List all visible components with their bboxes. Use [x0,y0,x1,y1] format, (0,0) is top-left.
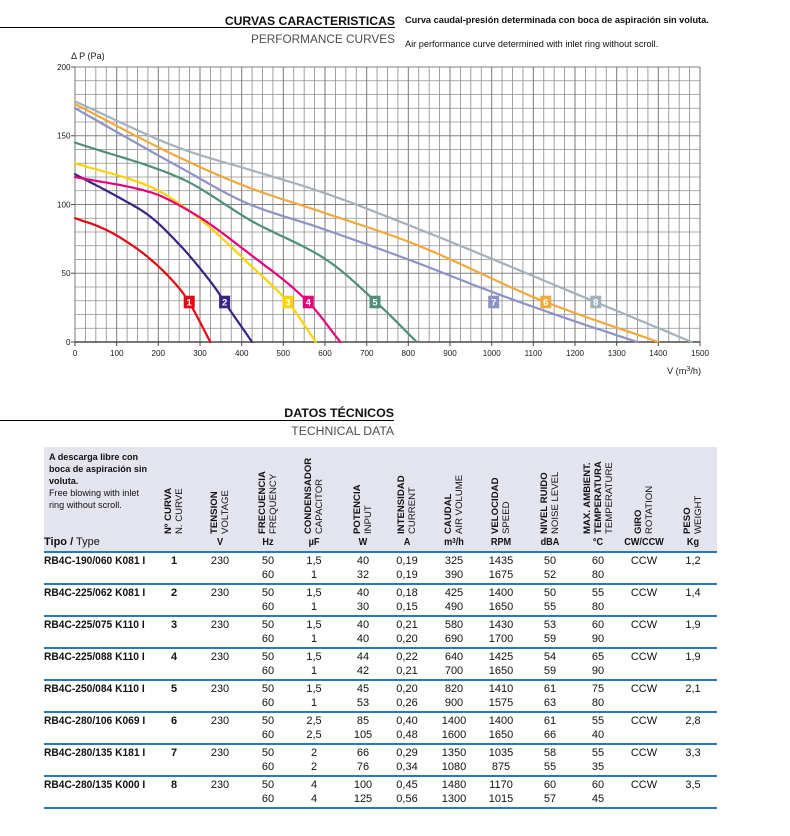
svg-text:1200: 1200 [566,349,585,358]
svg-text:300: 300 [193,349,207,358]
svg-text:0: 0 [73,349,78,358]
svg-text:7: 7 [491,297,496,308]
svg-text:900: 900 [443,349,457,358]
svg-text:150: 150 [57,132,71,141]
svg-text:2: 2 [222,297,227,308]
svg-text:500: 500 [277,349,291,358]
svg-text:200: 200 [57,63,71,72]
svg-text:5: 5 [372,297,378,308]
svg-text:1000: 1000 [483,349,502,358]
svg-text:800: 800 [402,349,416,358]
svg-text:1400: 1400 [649,349,668,358]
svg-text:Δ P (Pa): Δ P (Pa) [71,51,105,61]
svg-text:1: 1 [187,297,193,308]
svg-text:100: 100 [110,349,124,358]
svg-text:700: 700 [360,349,374,358]
svg-text:0: 0 [66,338,71,347]
svg-text:100: 100 [57,200,71,209]
svg-text:1300: 1300 [608,349,627,358]
svg-text:6: 6 [543,297,548,308]
svg-text:V (m3/h): V (m3/h) [667,366,701,376]
svg-text:4: 4 [306,297,312,308]
svg-text:1500: 1500 [691,349,710,358]
svg-text:400: 400 [235,349,249,358]
svg-text:3: 3 [285,297,290,308]
svg-text:1100: 1100 [525,349,543,358]
svg-text:50: 50 [61,269,71,278]
svg-text:200: 200 [152,349,166,358]
svg-text:600: 600 [318,349,332,358]
svg-text:8: 8 [593,297,598,308]
